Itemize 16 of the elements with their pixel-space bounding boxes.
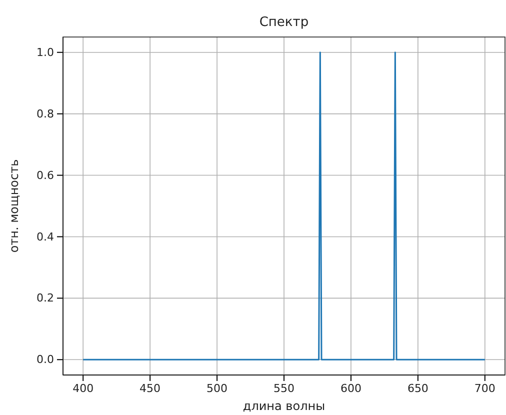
y-tick-label: 0.4 <box>36 230 54 244</box>
x-tick-label: 550 <box>274 382 294 395</box>
y-tick-label: 0.0 <box>36 353 54 366</box>
x-tick-label: 650 <box>407 382 428 395</box>
x-tick-label: 700 <box>474 382 496 395</box>
x-tick-label: 450 <box>140 382 161 395</box>
y-tick-label: 0.6 <box>36 168 54 182</box>
y-tick-label: 1.0 <box>36 46 54 59</box>
x-tick-label: 400 <box>72 382 94 395</box>
y-tick-label: 0.2 <box>36 292 54 305</box>
y-axis-title: отн. мощность <box>7 159 21 253</box>
chart-title: Спектр <box>259 15 309 30</box>
x-axis-title: длина волны <box>242 399 326 413</box>
x-tick-label: 500 <box>206 382 228 395</box>
x-tick-label: 600 <box>340 382 362 395</box>
y-tick-label: 0.8 <box>36 107 54 120</box>
